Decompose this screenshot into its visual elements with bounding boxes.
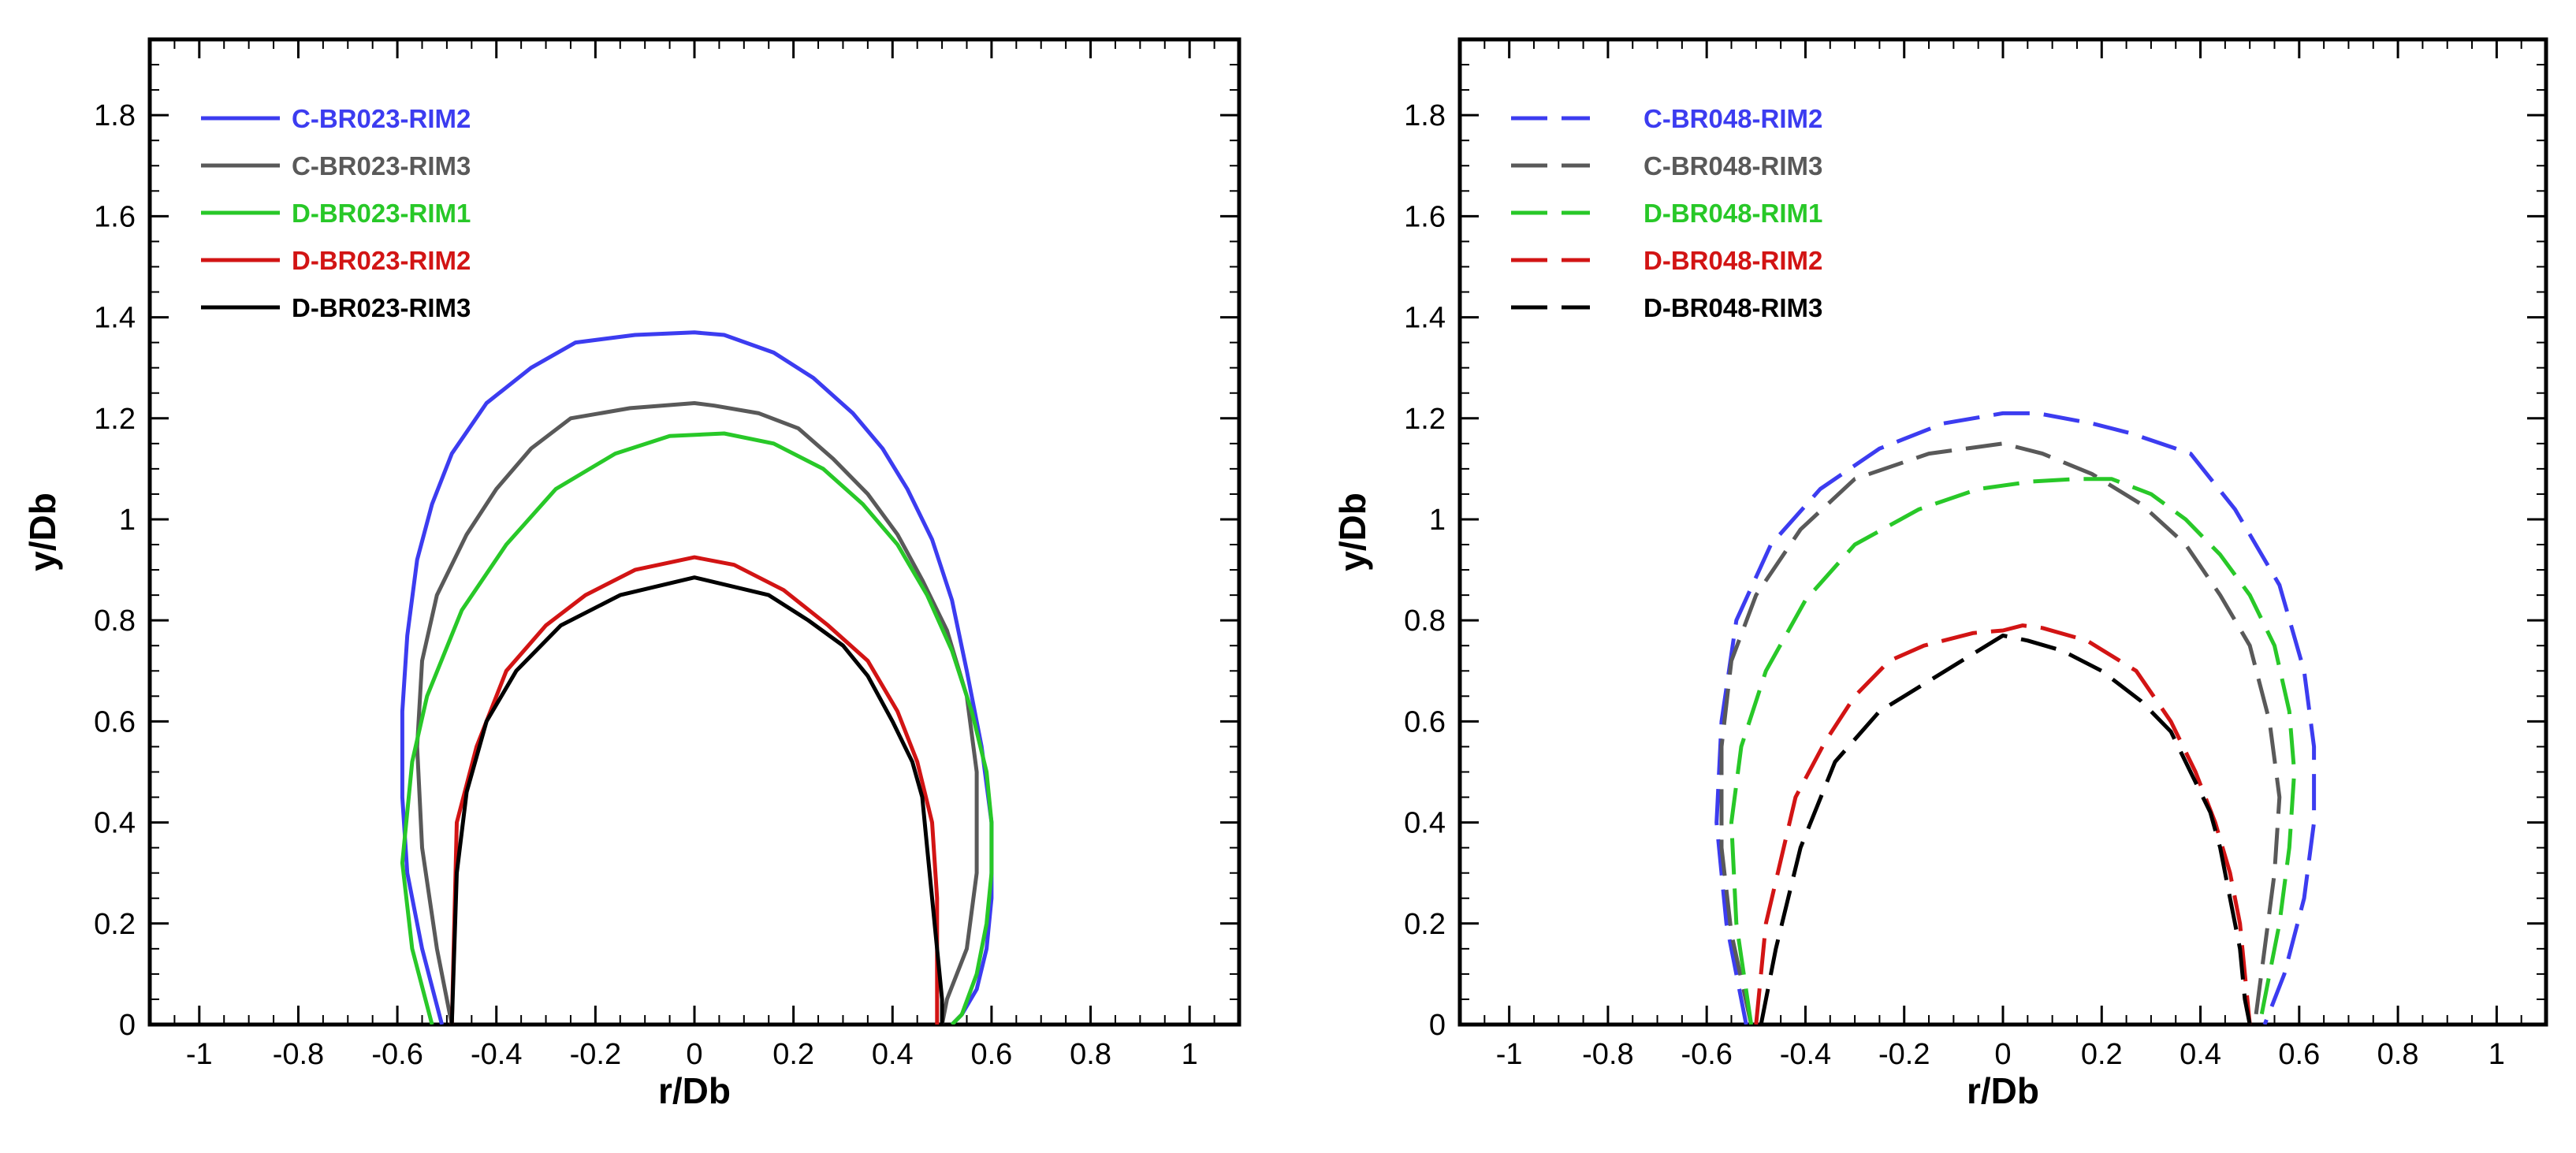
x-tick-label: 0.4 bbox=[2180, 1038, 2221, 1071]
legend-label: D-BR023-RIM2 bbox=[292, 246, 471, 275]
y-tick-label: 0.2 bbox=[1404, 908, 1446, 941]
x-tick-label: -0.4 bbox=[1780, 1038, 1831, 1071]
legend-label: C-BR048-RIM2 bbox=[1644, 104, 1822, 133]
chart-panel-2: -1 -0.8 -0.6 -0.4 -0.2 0 0.2 0.4 0.6 0.8 1 0 0.2 0.4 0… bbox=[1332, 37, 2548, 1111]
y-tick-label: 0.6 bbox=[94, 705, 136, 738]
series-line-d-br048-rim2 bbox=[1754, 623, 2252, 1025]
y-tick-label: 1 bbox=[119, 504, 136, 537]
series-line-d-br023-rim2 bbox=[449, 555, 940, 1025]
x-tick-label: -0.6 bbox=[371, 1038, 423, 1071]
x-tick-label: 0.4 bbox=[872, 1038, 914, 1071]
y-tick-label: 0.4 bbox=[94, 807, 136, 840]
series-line-d-br048-rim3 bbox=[1759, 633, 2252, 1025]
y-axis-title: y/Db bbox=[1332, 493, 1373, 571]
legend-label: D-BR023-RIM1 bbox=[292, 199, 471, 228]
y-tick-label: 1.4 bbox=[1404, 302, 1446, 335]
y-tick-label: 0.2 bbox=[94, 908, 136, 941]
legend-label: D-BR048-RIM2 bbox=[1644, 246, 1822, 275]
x-tick-label: 0.8 bbox=[2377, 1038, 2419, 1071]
x-tick-label: 1 bbox=[1182, 1038, 1198, 1071]
x-axis-title: r/Db bbox=[658, 1070, 731, 1111]
x-tick-label: -1 bbox=[1496, 1038, 1523, 1071]
y-tick-label: 1.8 bbox=[1404, 99, 1446, 132]
series-line-c-br048-rim3 bbox=[1719, 441, 2282, 1025]
x-tick-label: -0.6 bbox=[1681, 1038, 1732, 1071]
legend-label: C-BR048-RIM3 bbox=[1644, 151, 1822, 180]
x-tick-label: 0.2 bbox=[2081, 1038, 2123, 1071]
x-axis-title: r/Db bbox=[1967, 1070, 2039, 1111]
y-tick-label: 1.6 bbox=[1404, 200, 1446, 233]
y-tick-label: 0 bbox=[119, 1009, 136, 1042]
legend-label: D-BR023-RIM3 bbox=[292, 293, 471, 322]
legend-label: D-BR048-RIM1 bbox=[1644, 199, 1822, 228]
legend: C-BR023-RIM2 C-BR023-RIM3 D-BR023-RIM1 D-BR… bbox=[201, 104, 471, 322]
y-tick-label: 0.6 bbox=[1404, 705, 1446, 738]
y-tick-label: 0.8 bbox=[94, 604, 136, 638]
x-tick-label: 0.2 bbox=[772, 1038, 814, 1071]
y-tick-label: 0 bbox=[1429, 1009, 1446, 1042]
legend-label: D-BR048-RIM3 bbox=[1644, 293, 1822, 322]
series-line-d-br023-rim3 bbox=[449, 575, 944, 1025]
y-tick-label: 1 bbox=[1429, 504, 1446, 537]
x-tick-label: -0.8 bbox=[1582, 1038, 1633, 1071]
y-tick-label: 1.2 bbox=[94, 403, 136, 436]
plot-frame bbox=[147, 37, 1241, 1027]
y-tick-label: 1.4 bbox=[94, 302, 136, 335]
y-axis-title: y/Db bbox=[22, 493, 63, 571]
x-tick-label: -0.2 bbox=[1878, 1038, 1930, 1071]
x-tick-label: 0.8 bbox=[1070, 1038, 1111, 1071]
series-line-d-br023-rim1 bbox=[400, 431, 994, 1025]
chart-panel-1: -1 -0.8 -0.6 -0.4 -0.2 0 0.2 0.4 0.6 0.8 1 0 0.2 0.4 0… bbox=[22, 37, 1241, 1111]
legend-label: C-BR023-RIM2 bbox=[292, 104, 471, 133]
y-tick-label: 1.6 bbox=[94, 200, 136, 233]
x-tick-label: -0.8 bbox=[273, 1038, 324, 1071]
y-tick-label: 1.8 bbox=[94, 99, 136, 132]
plot-frame bbox=[1457, 37, 2548, 1027]
x-tick-label: 1 bbox=[2489, 1038, 2505, 1071]
x-tick-label: 0.6 bbox=[2278, 1038, 2320, 1071]
x-tick-label: -0.4 bbox=[471, 1038, 522, 1071]
series-line-d-br048-rim1 bbox=[1729, 477, 2297, 1025]
y-tick-label: 0.8 bbox=[1404, 604, 1446, 638]
x-tick-label: 0.6 bbox=[970, 1038, 1012, 1071]
legend: C-BR048-RIM2 C-BR048-RIM3 D-BR048-RIM1 D-BR… bbox=[1511, 104, 1822, 322]
legend-label: C-BR023-RIM3 bbox=[292, 151, 471, 180]
x-tick-label: -0.2 bbox=[570, 1038, 621, 1071]
x-tick-label: -1 bbox=[186, 1038, 213, 1071]
y-tick-label: 0.4 bbox=[1404, 807, 1446, 840]
x-tick-label: 0 bbox=[686, 1038, 702, 1071]
series-line-c-br023-rim3 bbox=[415, 401, 979, 1025]
y-tick-label: 1.2 bbox=[1404, 403, 1446, 436]
x-tick-label: 0 bbox=[1994, 1038, 2011, 1071]
